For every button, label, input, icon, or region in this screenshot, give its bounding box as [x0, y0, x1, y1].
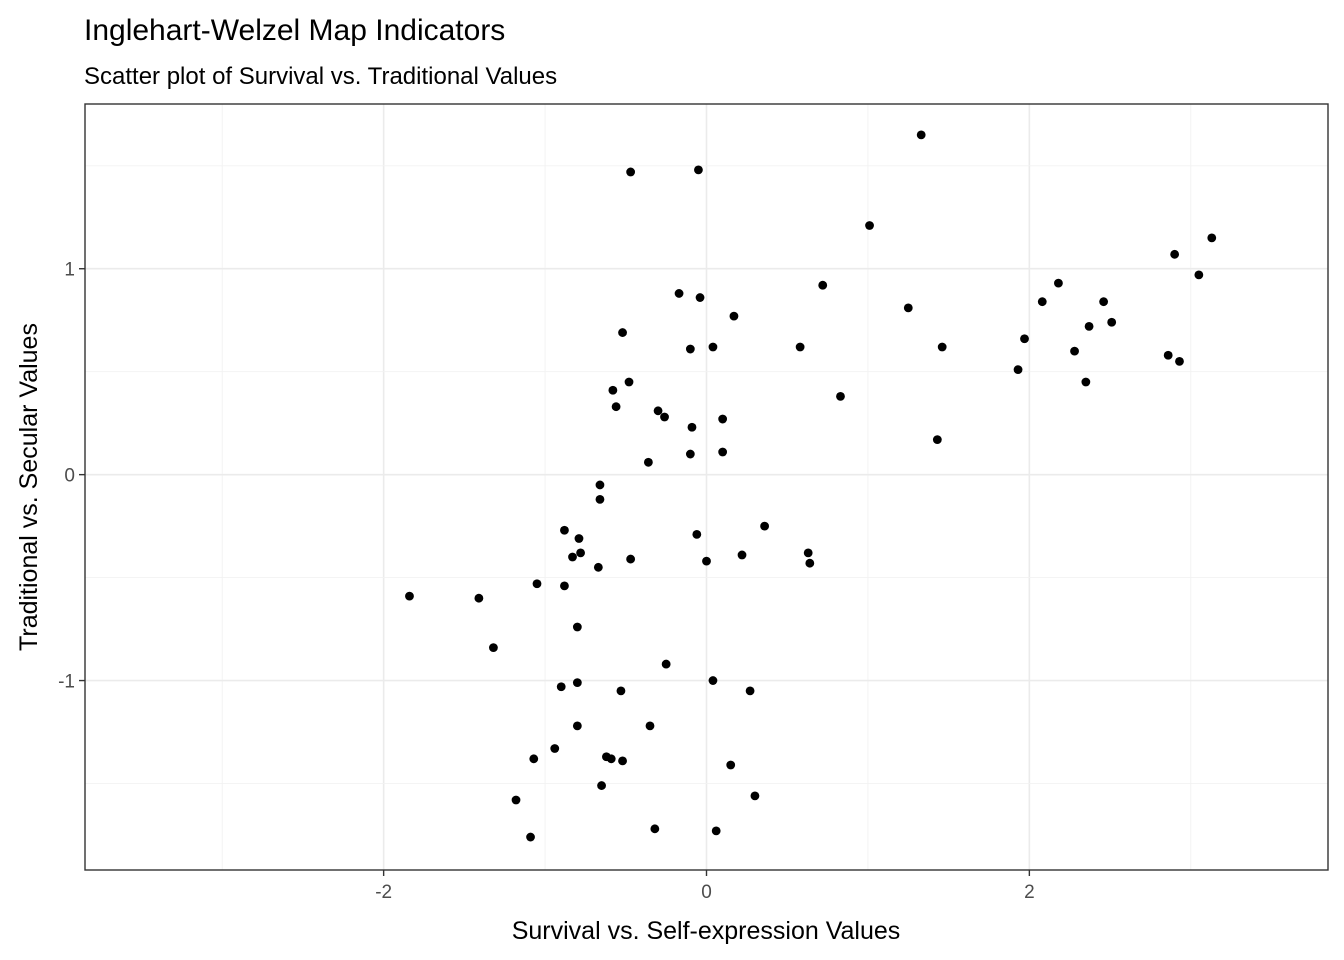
- scatter-point: [685, 449, 695, 459]
- scatter-point: [1194, 270, 1204, 280]
- data-points: [405, 130, 1217, 842]
- scatter-point: [1054, 278, 1063, 288]
- scatter-point: [702, 556, 711, 566]
- scatter-point: [526, 832, 535, 842]
- scatter-point: [626, 167, 636, 177]
- scatter-point: [737, 550, 747, 560]
- scatter-point: [556, 682, 566, 692]
- scatter-point: [560, 581, 569, 591]
- scatter-point: [1084, 321, 1094, 331]
- scatter-point: [1175, 356, 1184, 366]
- scatter-point: [606, 754, 616, 764]
- chart-subtitle: Scatter plot of Survival vs. Traditional…: [84, 63, 557, 90]
- scatter-point: [576, 548, 585, 558]
- scatter-point: [529, 754, 539, 764]
- scatter-point: [1107, 317, 1117, 327]
- scatter-point: [572, 622, 582, 632]
- scatter-point: [1013, 365, 1023, 375]
- scatter-point: [805, 558, 815, 568]
- scatter-point: [718, 414, 728, 424]
- scatter-point: [653, 406, 663, 416]
- scatter-point: [685, 344, 695, 354]
- scatter-point: [1081, 377, 1091, 387]
- scatter-point: [616, 686, 626, 696]
- scatter-point: [650, 824, 660, 834]
- scatter-point: [593, 562, 603, 572]
- scatter-point: [611, 402, 621, 412]
- y-axis-title: Traditional vs. Secular Values: [15, 323, 43, 651]
- plot-grid: [85, 104, 1328, 870]
- scatter-point: [718, 447, 728, 457]
- scatter-point: [597, 781, 606, 790]
- scatter-point: [405, 591, 414, 601]
- y-tick-label: -1: [58, 672, 75, 693]
- scatter-point: [560, 525, 569, 535]
- scatter-point: [760, 521, 770, 531]
- scatter-point: [572, 721, 582, 731]
- scatter-point: [595, 480, 605, 490]
- x-tick-label: -2: [375, 882, 392, 903]
- scatter-point: [618, 756, 627, 766]
- scatter-point: [695, 293, 705, 302]
- scatter-point: [1163, 350, 1173, 360]
- scatter-point: [1037, 297, 1047, 307]
- x-axis: -2 0 2: [375, 870, 1035, 903]
- scatter-point: [818, 280, 828, 290]
- scatter-point: [572, 678, 582, 688]
- scatter-point: [568, 552, 577, 562]
- scatter-point: [711, 826, 721, 836]
- scatter-point: [645, 721, 655, 731]
- chart-title: Inglehart-Welzel Map Indicators: [84, 14, 505, 47]
- scatter-point: [1170, 249, 1180, 259]
- scatter-point: [1020, 334, 1029, 344]
- scatter-point: [1099, 297, 1109, 307]
- scatter-point: [694, 165, 703, 175]
- scatter-point: [729, 311, 739, 321]
- scatter-point: [750, 791, 760, 801]
- scatter-point: [865, 221, 874, 230]
- scatter-point: [916, 130, 926, 140]
- scatter-point: [708, 342, 718, 352]
- scatter-point: [692, 529, 702, 539]
- scatter-point: [836, 391, 845, 401]
- x-axis-title: Survival vs. Self-expression Values: [512, 917, 901, 945]
- scatter-point: [660, 412, 669, 422]
- x-tick-label: 2: [1024, 882, 1035, 903]
- scatter-point: [474, 593, 484, 603]
- scatter-point: [932, 435, 942, 445]
- scatter-point: [618, 328, 627, 337]
- scatter-point: [626, 554, 636, 564]
- x-tick-label: 0: [701, 882, 712, 903]
- scatter-point: [687, 422, 697, 432]
- scatter-point: [674, 289, 684, 298]
- scatter-point: [624, 377, 634, 387]
- scatter-point: [937, 342, 947, 352]
- scatter-point: [661, 659, 671, 669]
- y-tick-label: 1: [64, 260, 75, 281]
- scatter-point: [550, 744, 560, 753]
- scatter-point: [803, 548, 813, 558]
- scatter-point: [745, 686, 755, 696]
- scatter-point: [643, 457, 653, 467]
- scatter-point: [489, 643, 498, 653]
- scatter-point: [511, 795, 521, 805]
- y-tick-label: 0: [64, 466, 75, 487]
- y-axis: -1 0 1: [58, 260, 85, 693]
- scatter-point: [595, 494, 605, 504]
- scatter-point: [608, 385, 618, 395]
- scatter-point: [708, 676, 718, 685]
- scatter-point: [903, 303, 913, 313]
- scatter-point: [726, 760, 736, 770]
- scatter-point: [795, 342, 805, 352]
- scatter-point: [532, 579, 542, 589]
- scatter-point: [1070, 346, 1079, 356]
- scatter-point: [1207, 233, 1217, 243]
- scatter-point: [574, 534, 584, 543]
